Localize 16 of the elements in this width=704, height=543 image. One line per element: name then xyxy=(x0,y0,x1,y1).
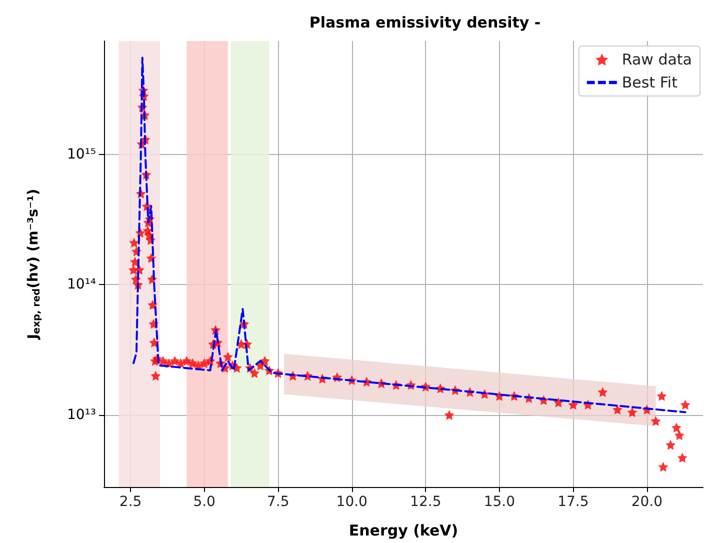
x-tick-label: 15.0 xyxy=(484,494,515,510)
x-axis-title: Energy (keV) xyxy=(348,522,458,540)
x-tick-label: 2.5 xyxy=(119,494,142,510)
x-tick-label: 7.5 xyxy=(266,494,290,510)
legend-label: Raw data xyxy=(622,50,692,68)
y-axis-title: Jexp, red(hv) (m⁻³s⁻¹) xyxy=(26,188,42,340)
y-tick-label: 10¹⁵ xyxy=(66,146,96,162)
x-tick-label: 5.0 xyxy=(193,494,216,510)
x-tick-label: 20.0 xyxy=(631,494,663,510)
x-tick-label: 10.0 xyxy=(336,494,368,510)
x-tick-label: 12.5 xyxy=(410,494,442,510)
legend-label: Best Fit xyxy=(622,74,678,92)
x-tick-label: 17.5 xyxy=(558,494,589,510)
y-tick-label: 10¹⁴ xyxy=(66,276,96,293)
y-tick-label: 10¹³ xyxy=(66,406,96,423)
chart-title: Plasma emissivity density - xyxy=(309,14,541,32)
